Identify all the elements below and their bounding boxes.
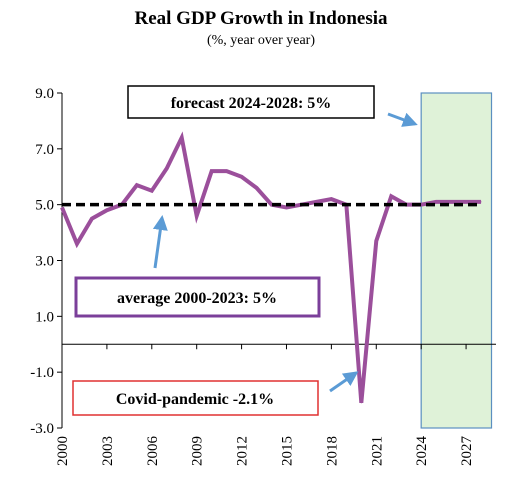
covid-annotation-box [72, 380, 319, 416]
gdp-growth-point [181, 137, 183, 139]
gdp-growth-point [106, 209, 108, 211]
x-tick-label: 2021 [369, 436, 385, 466]
gdp-growth-point [256, 187, 258, 189]
gdp-growth-point [330, 198, 332, 200]
forecast-annotation-label: forecast 2024-2028: 5% [171, 95, 332, 112]
gdp-growth-point [360, 402, 362, 404]
gdp-growth-point [271, 204, 273, 206]
gdp-growth-point [151, 190, 153, 192]
gdp-growth-point [450, 201, 452, 203]
average-annotation-box [74, 276, 321, 318]
chart-title: Real GDP Growth in Indonesia [134, 8, 388, 29]
gdp-growth-point [136, 184, 138, 186]
gdp-growth-point [315, 201, 317, 203]
gdp-growth-line [60, 131, 482, 404]
x-tick-label: 2009 [190, 436, 206, 466]
gdp-growth-point [285, 206, 287, 208]
gdp-growth-point [61, 206, 63, 208]
y-tick-label: -3.0 [30, 421, 54, 437]
y-tick-label: 9.0 [35, 86, 54, 102]
x-tick-label: 2006 [145, 436, 161, 467]
x-tick-label: 2003 [100, 436, 116, 466]
average-arrow [152, 215, 168, 269]
chart-subtitle: (%, year over year) [206, 33, 316, 48]
y-tick-label: -1.0 [30, 365, 54, 381]
gdp-growth-point [435, 201, 437, 203]
gdp-growth-point [480, 201, 482, 203]
x-tick-label: 2000 [55, 436, 71, 466]
gdp-growth-point [226, 170, 228, 172]
gdp-growth-point [375, 240, 377, 242]
gdp-growth-point [76, 243, 78, 245]
gdp-growth-point [241, 176, 243, 178]
forecast-annotation-box [127, 85, 375, 119]
y-tick-label: 1.0 [35, 309, 54, 325]
gdp-growth-point [390, 195, 392, 197]
gdp-growth-point [91, 218, 93, 220]
y-tick-label: 5.0 [35, 198, 54, 214]
x-tick-label: 2012 [235, 436, 251, 466]
y-tick-label: 3.0 [35, 254, 54, 270]
forecast-arrow [387, 112, 418, 127]
average-annotation-label: average 2000-2023: 5% [117, 290, 277, 307]
x-tick-label: 2027 [459, 436, 475, 467]
covid-arrow [329, 371, 359, 393]
gdp-growth-point [196, 215, 198, 217]
gdp-growth-point [166, 167, 168, 169]
x-tick-label: 2018 [324, 436, 340, 466]
gdp-growth-point [211, 170, 213, 172]
forecast-region [420, 92, 493, 429]
y-tick-label: 7.0 [35, 142, 54, 158]
x-tick-label: 2024 [414, 436, 430, 467]
x-tick-label: 2015 [279, 436, 295, 466]
gdp-growth-point [465, 201, 467, 203]
covid-annotation-label: Covid-pandemic -2.1% [116, 391, 274, 408]
